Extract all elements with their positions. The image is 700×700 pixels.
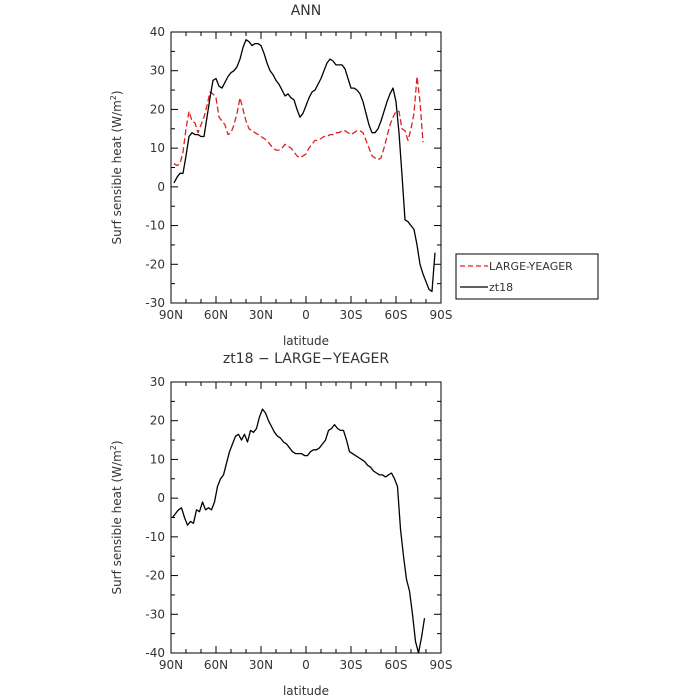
y-axis-label-close: )	[110, 440, 124, 445]
y-tick-label: 0	[157, 491, 165, 505]
series-line-large-yeager	[173, 75, 424, 167]
y-tick-label: 20	[150, 102, 165, 116]
y-axis-label: Surf sensible heat (W/m2)	[109, 440, 124, 594]
plot-frame	[170, 381, 442, 654]
legend: LARGE-YEAGER zt18	[455, 253, 599, 300]
x-tick-label: 0	[302, 658, 310, 672]
axes-ticks	[170, 31, 442, 304]
chart-title: ANN	[291, 3, 322, 19]
legend-box	[455, 253, 599, 300]
y-tick-label: 10	[150, 452, 165, 466]
series-line-difference	[171, 408, 426, 654]
y-tick-label: -10	[145, 219, 165, 233]
chart-ann: ANN 90N 60N 30N 0 30S 60S 90S -30 -20 -10 0 10 20 30 4…	[109, 3, 599, 348]
x-axis-label: latitude	[283, 334, 329, 348]
x-tick-label: 30N	[249, 308, 273, 322]
y-axis-label-close: )	[110, 90, 124, 95]
y-axis-label-main: Surf sensible heat (W/m	[110, 100, 124, 244]
y-axis-label: Surf sensible heat (W/m2)	[109, 90, 124, 244]
y-tick-label: -20	[145, 569, 165, 583]
y-tick-label: 40	[150, 25, 165, 39]
y-tick-label: -20	[145, 257, 165, 271]
plot-frame	[170, 31, 442, 304]
x-axis-label: latitude	[283, 684, 329, 698]
y-tick-label: 20	[150, 414, 165, 428]
y-tick-label: -30	[145, 296, 165, 310]
legend-label-zt18: zt18	[489, 281, 513, 294]
x-tick-label: 90S	[430, 308, 453, 322]
tick-labels: 90N 60N 30N 0 30S 60S 90S -30 -20 -10 0 10 20 30 40	[145, 25, 452, 322]
y-tick-label: 30	[150, 375, 165, 389]
series-lines	[171, 408, 426, 654]
chart-difference: zt18 − LARGE−YEAGER 90N 60N 30N 0 30S 60S 90S -…	[109, 351, 452, 698]
chart-title: zt18 − LARGE−YEAGER	[223, 351, 390, 367]
y-tick-label: 30	[150, 64, 165, 78]
x-tick-label: 0	[302, 308, 310, 322]
x-tick-label: 90N	[159, 308, 183, 322]
axes-ticks	[170, 381, 442, 654]
x-tick-label: 60N	[204, 658, 228, 672]
x-tick-label: 60N	[204, 308, 228, 322]
legend-label-large-yeager: LARGE-YEAGER	[489, 260, 573, 273]
x-tick-label: 30S	[340, 308, 363, 322]
x-tick-label: 30S	[340, 658, 363, 672]
x-tick-label: 30N	[249, 658, 273, 672]
y-axis-label-sup: 2	[109, 95, 118, 100]
tick-labels: 90N 60N 30N 0 30S 60S 90S -40 -30 -20 -10 0 10 20 30	[145, 375, 452, 672]
series-lines	[173, 39, 436, 293]
x-tick-label: 90S	[430, 658, 453, 672]
series-line-zt18	[173, 39, 436, 293]
y-axis-label-sup: 2	[109, 445, 118, 450]
x-tick-label: 60S	[385, 658, 408, 672]
y-axis-label-main: Surf sensible heat (W/m	[110, 450, 124, 594]
x-tick-label: 60S	[385, 308, 408, 322]
y-tick-label: 10	[150, 141, 165, 155]
y-tick-label: -40	[145, 646, 165, 660]
y-tick-label: 0	[157, 180, 165, 194]
y-tick-label: -30	[145, 607, 165, 621]
y-tick-label: -10	[145, 530, 165, 544]
x-tick-label: 90N	[159, 658, 183, 672]
